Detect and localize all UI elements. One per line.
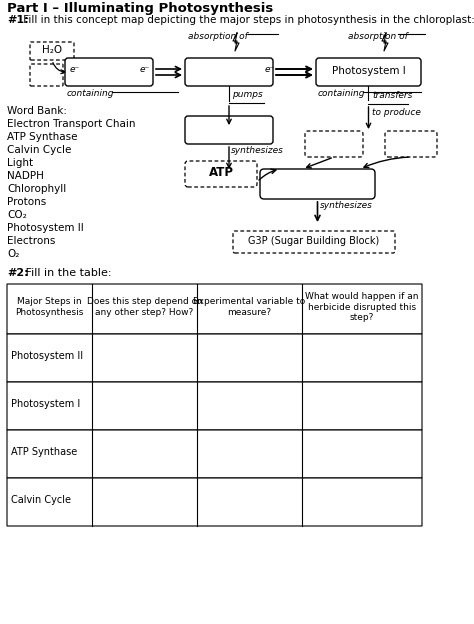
Text: G3P (Sugar Building Block): G3P (Sugar Building Block) xyxy=(248,236,380,246)
Text: ATP Synthase: ATP Synthase xyxy=(11,447,77,457)
Text: containing: containing xyxy=(67,89,115,98)
Text: Photosystem II: Photosystem II xyxy=(7,223,84,233)
FancyBboxPatch shape xyxy=(305,131,363,157)
FancyBboxPatch shape xyxy=(185,161,257,187)
Text: Word Bank:: Word Bank: xyxy=(7,106,67,116)
Text: O₂: O₂ xyxy=(7,249,19,259)
Text: Photosystem II: Photosystem II xyxy=(11,351,83,361)
Text: H₂O: H₂O xyxy=(42,45,62,55)
FancyBboxPatch shape xyxy=(7,382,422,430)
FancyBboxPatch shape xyxy=(316,58,421,86)
Text: Protons: Protons xyxy=(7,197,46,207)
Text: synthesizes: synthesizes xyxy=(319,201,373,210)
Text: #1:: #1: xyxy=(7,15,28,25)
Text: CO₂: CO₂ xyxy=(7,210,27,220)
Text: Calvin Cycle: Calvin Cycle xyxy=(11,495,71,505)
FancyBboxPatch shape xyxy=(185,116,273,144)
Text: What would happen if an
herbicide disrupted this
step?: What would happen if an herbicide disrup… xyxy=(305,292,419,322)
Text: absorption of: absorption of xyxy=(348,32,408,41)
Polygon shape xyxy=(382,33,388,51)
Text: Major Steps in
Photosynthesis: Major Steps in Photosynthesis xyxy=(15,297,84,317)
FancyBboxPatch shape xyxy=(185,58,273,86)
Text: Chlorophyll: Chlorophyll xyxy=(7,184,66,194)
Polygon shape xyxy=(233,33,239,51)
FancyBboxPatch shape xyxy=(385,131,437,157)
Text: containing: containing xyxy=(318,89,365,98)
Text: e⁻: e⁻ xyxy=(70,66,80,74)
FancyBboxPatch shape xyxy=(7,284,422,334)
Text: ATP Synthase: ATP Synthase xyxy=(7,132,78,142)
Text: e⁻: e⁻ xyxy=(140,66,150,74)
Text: Electrons: Electrons xyxy=(7,236,55,246)
Text: #2:: #2: xyxy=(7,268,28,278)
Text: Experimental variable to
measure?: Experimental variable to measure? xyxy=(193,297,306,317)
Text: e⁻: e⁻ xyxy=(265,66,275,74)
FancyBboxPatch shape xyxy=(260,169,375,199)
Text: synthesizes: synthesizes xyxy=(231,146,284,155)
Text: absorption of: absorption of xyxy=(188,32,248,41)
Text: to produce: to produce xyxy=(373,108,421,117)
Text: Calvin Cycle: Calvin Cycle xyxy=(7,145,72,155)
FancyBboxPatch shape xyxy=(30,64,63,86)
Text: Fill in this concept map depicting the major steps in photosynthesis in the chlo: Fill in this concept map depicting the m… xyxy=(20,15,474,25)
Text: Electron Transport Chain: Electron Transport Chain xyxy=(7,119,136,129)
Text: ATP: ATP xyxy=(209,167,234,180)
FancyBboxPatch shape xyxy=(65,58,153,86)
FancyBboxPatch shape xyxy=(233,231,395,253)
FancyBboxPatch shape xyxy=(7,478,422,526)
Text: Photosystem I: Photosystem I xyxy=(332,66,405,76)
Text: Photosystem I: Photosystem I xyxy=(11,399,80,409)
FancyBboxPatch shape xyxy=(7,430,422,478)
Text: NADPH: NADPH xyxy=(7,171,44,181)
Text: Fill in the table:: Fill in the table: xyxy=(22,268,111,278)
Text: Does this step depend on
any other step? How?: Does this step depend on any other step?… xyxy=(87,297,202,317)
Text: Light: Light xyxy=(7,158,33,168)
FancyBboxPatch shape xyxy=(7,334,422,382)
Text: transfers: transfers xyxy=(373,91,413,100)
Text: pumps: pumps xyxy=(232,90,263,99)
Text: Part I – Illuminating Photosynthesis: Part I – Illuminating Photosynthesis xyxy=(7,2,273,15)
FancyBboxPatch shape xyxy=(30,42,74,60)
